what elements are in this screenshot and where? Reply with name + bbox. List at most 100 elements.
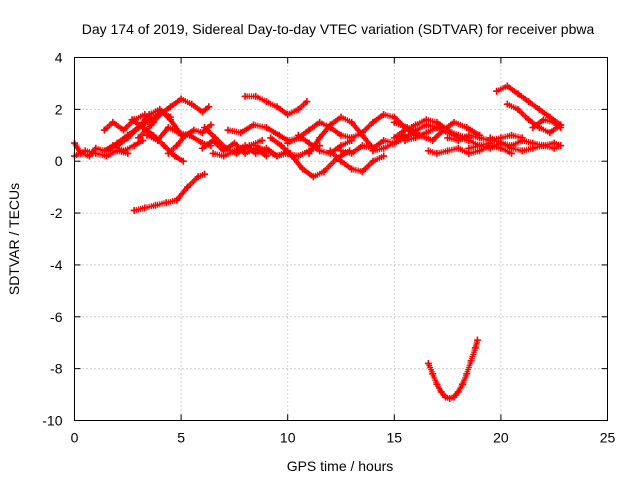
data-point [162,199,170,207]
data-point [128,116,136,124]
data-point [284,111,292,119]
data-point [205,103,213,111]
data-point [273,103,281,111]
data-point [525,98,533,106]
data-point [156,111,164,119]
data-point [316,118,324,126]
y-tick-label: 2 [55,101,63,117]
data-point [486,134,494,142]
data-point [166,116,174,124]
data-point [102,152,110,160]
x-tick-label: 15 [387,430,403,446]
data-point [113,142,121,150]
data-point [275,131,283,139]
data-point [124,149,132,157]
data-point [412,121,420,129]
data-point [143,131,151,139]
data-point [390,118,398,126]
data-point [493,87,501,95]
chart-title: Day 174 of 2019, Sidereal Day-to-day VTE… [82,21,595,37]
data-point [369,118,377,126]
data-point [429,370,437,378]
data-point [403,124,411,132]
data-point [518,147,526,155]
data-point [173,196,181,204]
data-point [305,149,313,157]
data-point [230,147,238,155]
series-track-34 [529,116,565,132]
data-point [277,142,285,150]
data-point [175,129,183,137]
y-tick-label: -6 [50,309,63,325]
data-point [390,134,398,142]
data-point [422,116,430,124]
data-point [422,129,430,137]
data-point [183,183,191,191]
data-point [429,136,437,144]
data-point [433,124,441,132]
data-point [303,98,311,106]
data-point [450,393,458,401]
plot-area [71,82,565,402]
x-tick-label: 5 [177,430,185,446]
data-point [250,121,258,129]
data-point [446,394,454,402]
data-point [92,149,100,157]
data-point [262,147,270,155]
data-point [166,103,174,111]
data-point [145,111,153,119]
data-point [529,144,537,152]
data-point [201,124,209,132]
data-point [437,388,445,396]
data-point [326,147,334,155]
data-point [230,139,238,147]
data-point [380,152,388,160]
axis-ticks: 0 5 10 15 20 25 -10 -8 -6 -4 -2 0 2 4 [42,50,615,446]
data-point [190,126,198,134]
x-tick-label: 0 [71,430,79,446]
data-point [337,113,345,121]
y-tick-label: 4 [55,50,63,66]
data-point [380,144,388,152]
data-point [267,134,275,142]
data-point [518,136,526,144]
data-point [550,144,558,152]
data-point [503,82,511,90]
data-point [380,111,388,119]
data-point [241,149,249,157]
data-point [109,118,117,126]
data-point [224,126,232,134]
data-point [358,168,366,176]
data-point [241,142,249,150]
x-tick-label: 25 [600,430,616,446]
series-track-15 [241,92,311,119]
data-point [348,165,356,173]
data-point [252,149,260,157]
data-point [152,201,160,209]
y-tick-label: -10 [42,413,62,429]
data-point [557,142,565,150]
data-point [454,388,462,396]
plot-frame [74,57,608,421]
data-point [198,129,206,137]
data-point [424,359,432,367]
data-point [454,144,462,152]
data-point [476,134,484,142]
y-tick-label: -8 [50,361,63,377]
data-point [147,121,155,129]
data-point [211,134,219,142]
data-point [369,157,377,165]
data-point [120,126,128,134]
data-point [444,147,452,155]
data-point [160,142,168,150]
data-point [171,152,179,160]
data-point [305,139,313,147]
data-point [154,136,162,144]
data-point [222,144,230,152]
data-point [309,173,317,181]
data-point [316,147,324,155]
data-point [514,105,522,113]
data-point [105,147,113,155]
x-tick-label: 20 [493,430,509,446]
